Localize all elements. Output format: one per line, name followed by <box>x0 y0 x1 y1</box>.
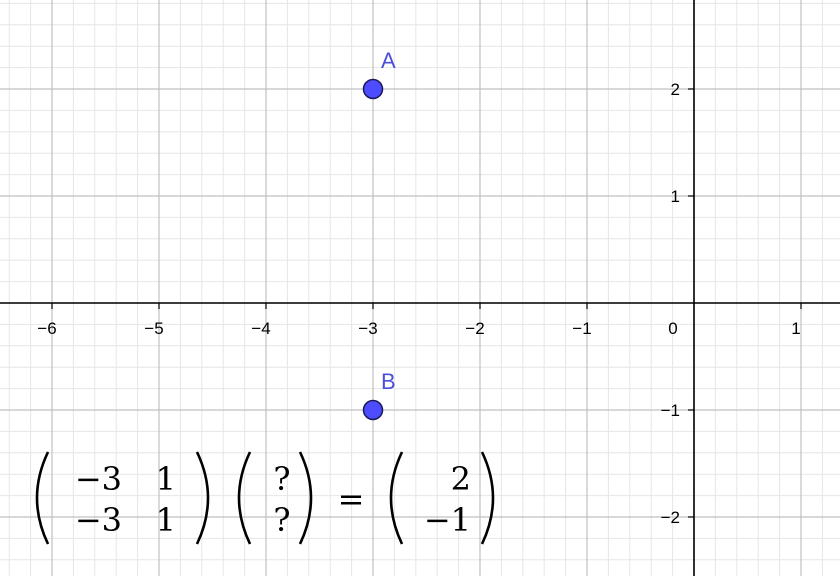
unknown-cell: ? <box>273 460 290 498</box>
vector-left-paren <box>237 451 252 545</box>
result-left-paren <box>389 451 404 545</box>
y-tick-label: −1 <box>661 401 680 420</box>
tick-labels: −6 −5 −4 −3 −2 −1 0 1 2 1 −1 −2 <box>37 80 800 527</box>
point-b[interactable] <box>362 399 384 421</box>
matrix-cell: −3 <box>75 501 122 539</box>
x-tick-label: −3 <box>358 319 377 338</box>
x-tick-label: −2 <box>465 319 484 338</box>
x-tick-label: 0 <box>668 319 677 338</box>
point-label-b: B <box>381 369 396 394</box>
x-tick-label: −6 <box>37 319 56 338</box>
points[interactable]: AB <box>362 48 397 421</box>
x-tick-label: −5 <box>144 319 163 338</box>
matrix-cell: −3 <box>75 460 122 498</box>
x-tick-label: 1 <box>791 319 800 338</box>
matrix-equation: −3 1 −3 1 ? ? = 2 −1 <box>35 451 495 545</box>
point-label-a: A <box>381 48 396 73</box>
x-tick-label: −4 <box>251 319 270 338</box>
vector-right-paren <box>298 451 313 545</box>
result-cell: −1 <box>424 501 471 539</box>
y-tick-label: 1 <box>671 187 680 206</box>
result-cell: 2 <box>451 460 471 498</box>
matrix-right-paren <box>195 451 210 545</box>
unknown-cell: ? <box>273 501 290 539</box>
y-tick-label: −2 <box>661 508 680 527</box>
matrix-cell: 1 <box>156 460 176 498</box>
point-a[interactable] <box>362 78 384 100</box>
matrix-left-paren <box>35 451 50 545</box>
y-tick-label: 2 <box>671 80 680 99</box>
matrix-cell: 1 <box>156 501 176 539</box>
equals-sign: = <box>338 480 365 518</box>
x-tick-label: −1 <box>572 319 591 338</box>
result-right-paren <box>480 451 495 545</box>
